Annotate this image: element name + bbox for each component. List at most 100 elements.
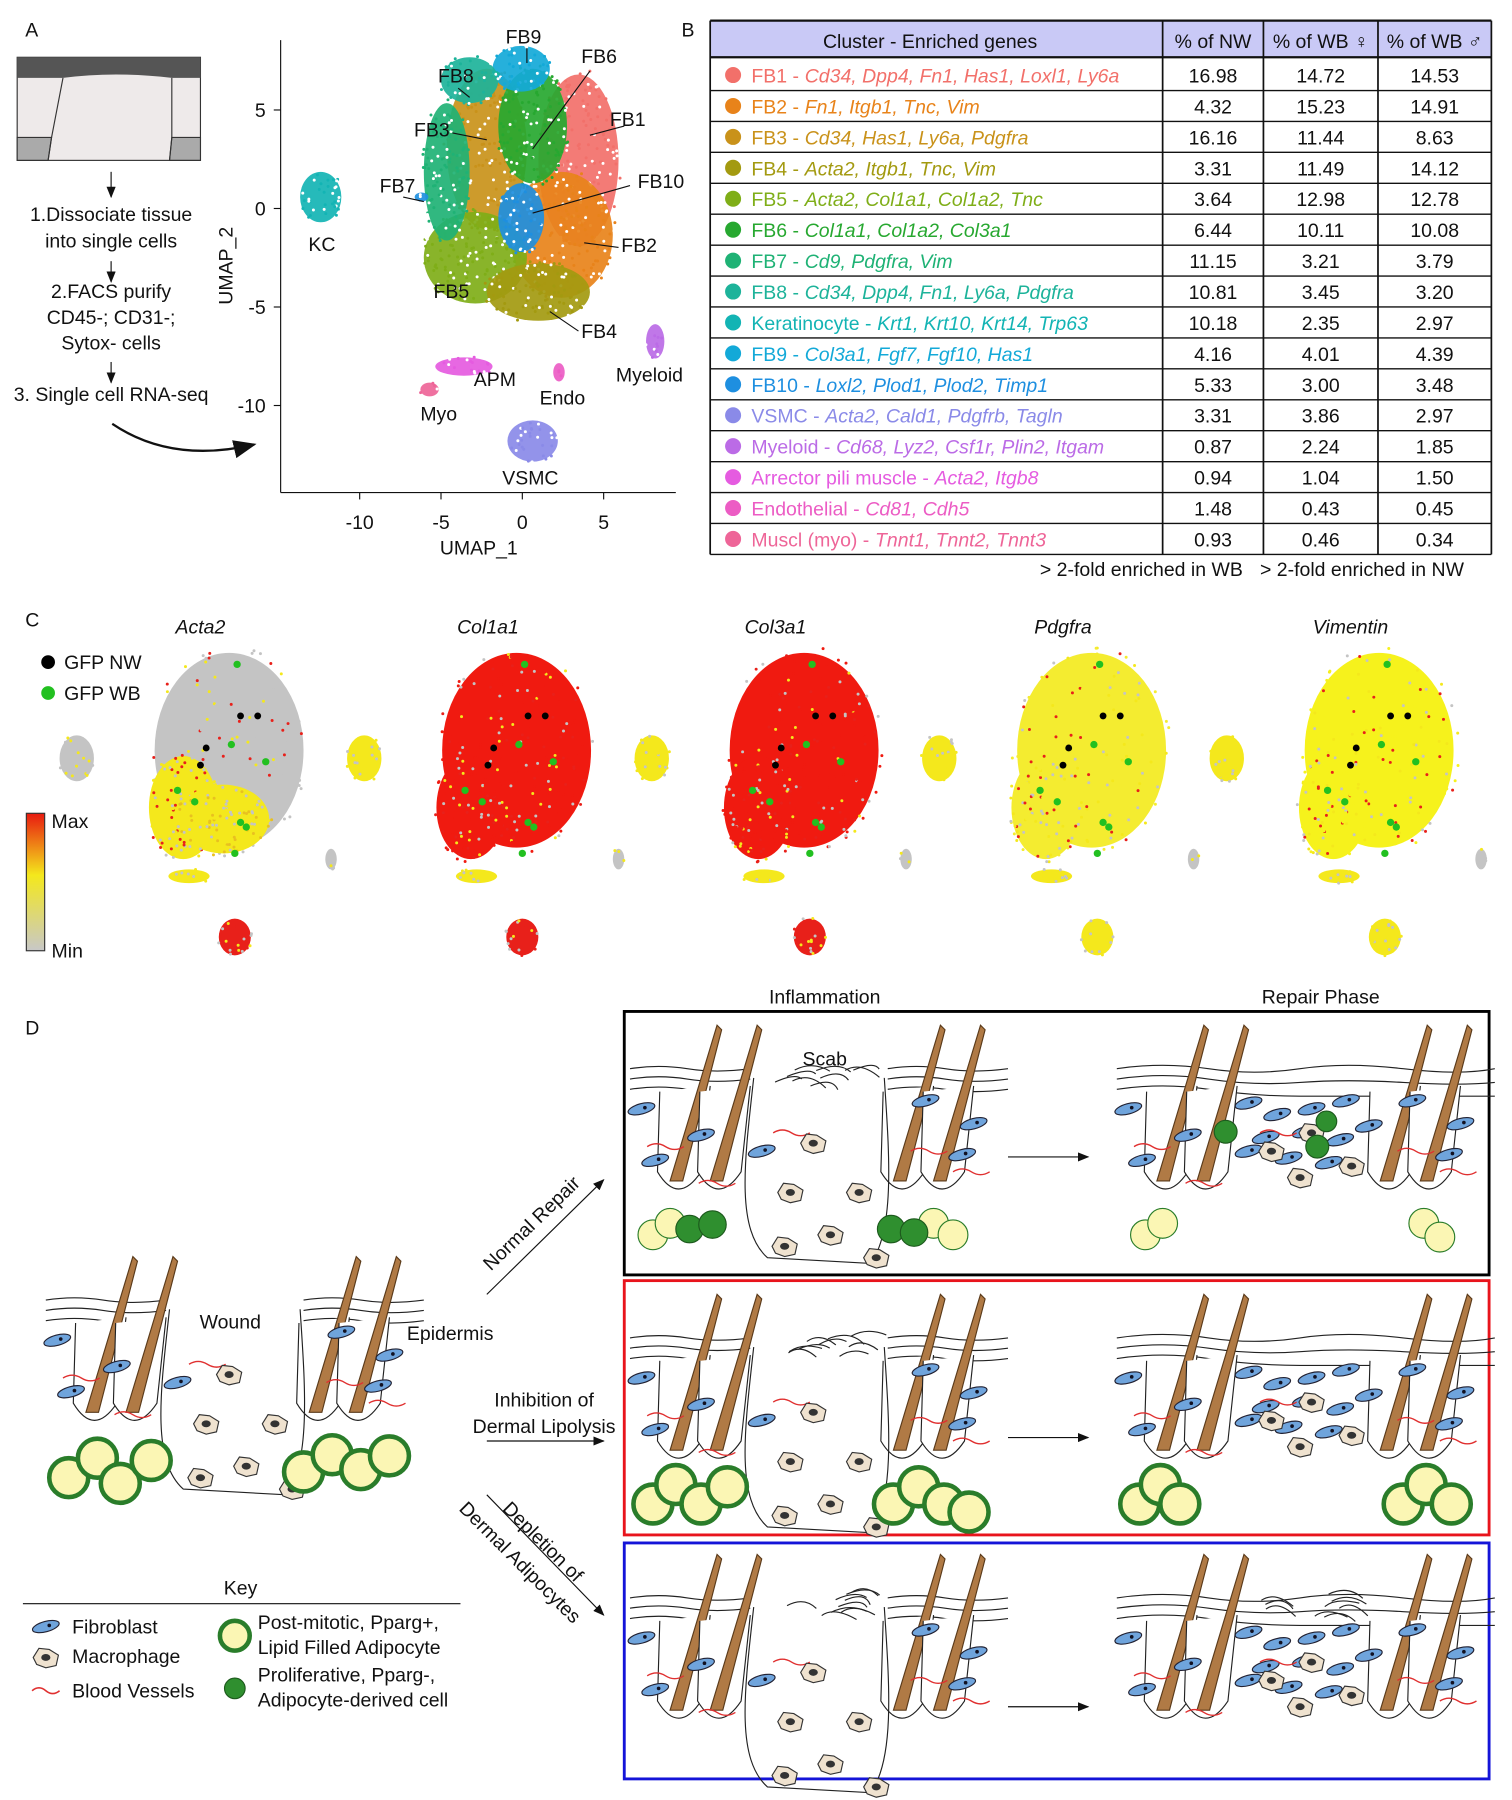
cell-dot	[731, 793, 735, 797]
cell-dot	[564, 782, 568, 786]
cell-dot	[511, 172, 515, 176]
cell-dot	[560, 150, 564, 154]
cell-dot	[1029, 760, 1033, 764]
macrophage-nucleus	[1347, 1162, 1357, 1170]
cell-dot	[266, 824, 270, 828]
cell-dot	[573, 718, 577, 722]
cell-dot	[562, 268, 566, 272]
gfp-wb	[478, 798, 486, 806]
cell-dot	[489, 759, 493, 763]
cell-dot	[254, 763, 258, 767]
cell-dot	[549, 231, 553, 235]
gfp-nw	[1116, 712, 1124, 720]
cell-dot	[594, 88, 598, 92]
cell-dot	[481, 256, 485, 260]
cell-dot	[512, 178, 516, 182]
cell-dot	[434, 813, 438, 817]
cell-dot	[734, 763, 738, 767]
cell-dot	[1015, 839, 1019, 843]
cell-dot	[535, 71, 539, 75]
cell-dot	[1034, 766, 1038, 770]
cell-dot	[534, 814, 538, 818]
cell-dot	[756, 846, 760, 850]
cell-dot	[1111, 935, 1115, 939]
scene-label: Wound	[200, 1312, 261, 1334]
fibroblast-nucleus	[975, 1649, 979, 1654]
cell-dot	[760, 827, 764, 831]
cell-dot	[865, 694, 869, 698]
cell-dot	[843, 714, 847, 718]
cell-dot	[452, 276, 456, 280]
cell-dot	[566, 212, 570, 216]
fibroblast-nucleus	[1347, 1097, 1352, 1102]
cell-dot	[581, 770, 585, 774]
cell-dot	[448, 203, 452, 207]
cell-dot	[463, 859, 467, 863]
gfp-wb	[1381, 849, 1389, 858]
cell-dot	[477, 76, 481, 80]
row-dot	[725, 500, 742, 517]
cell-dot	[651, 761, 655, 765]
cell-dot	[536, 81, 540, 85]
cell-dot	[863, 742, 867, 746]
cell-dot	[773, 812, 777, 816]
cell-dot	[515, 311, 519, 315]
cell-dot	[741, 835, 745, 839]
table-value: 4.16	[1194, 344, 1232, 366]
cell-dot	[478, 788, 482, 792]
cell-dot	[608, 256, 612, 260]
cell-dot	[1055, 832, 1059, 836]
cell-dot	[1105, 921, 1109, 925]
cell-dot	[1078, 742, 1082, 746]
cell-dot	[375, 757, 379, 761]
cell-dot	[214, 703, 218, 707]
fibroblast-nucleus	[1278, 1640, 1283, 1645]
cell-dot	[761, 770, 765, 774]
cell-dot	[1330, 770, 1334, 774]
cell-dot	[515, 200, 519, 204]
fibroblast-nucleus	[1330, 1688, 1334, 1693]
cell-dot	[818, 741, 822, 745]
cell-dot	[208, 821, 212, 825]
cell-dot	[535, 461, 539, 465]
cell-dot	[534, 820, 538, 824]
cell-dot	[500, 76, 504, 80]
cell-dot	[177, 696, 181, 700]
cell-dot	[245, 812, 249, 816]
cell-dot	[1038, 804, 1042, 808]
cell-dot	[756, 820, 760, 824]
cell-dot	[1387, 947, 1391, 951]
cell-dot	[496, 203, 500, 207]
fibroblast	[911, 1094, 940, 1108]
cell-dot	[755, 860, 759, 864]
cell-dot	[1367, 802, 1371, 806]
cell-dot	[552, 284, 556, 288]
cell-dot	[1029, 813, 1033, 817]
cell-dot	[466, 846, 470, 850]
cell-dot	[531, 734, 535, 738]
cell-dot	[515, 225, 519, 229]
cell-dot	[178, 837, 182, 841]
cell-dot	[483, 791, 487, 795]
cell-dot	[510, 53, 514, 57]
cell-dot	[1217, 767, 1221, 771]
cell-dot	[599, 200, 603, 204]
cell-dot	[780, 718, 784, 722]
cell-dot	[1090, 950, 1094, 954]
gene-list: Cd68, Lyz2, Csf1r, Plin2, Itgam	[836, 437, 1104, 459]
cell-dot	[273, 729, 277, 733]
cell-dot	[729, 836, 733, 840]
cell-dot	[282, 817, 286, 821]
cell-dot	[1036, 854, 1040, 858]
cell-dot	[546, 137, 550, 141]
fibroblast-nucleus	[47, 1623, 52, 1628]
fibroblast	[948, 1677, 977, 1691]
cell-dot	[569, 162, 573, 166]
cell-dot	[834, 774, 838, 778]
cell-dot	[242, 937, 246, 941]
cell-dot	[450, 118, 453, 122]
cell-dot	[1080, 815, 1084, 819]
cell-dot	[225, 816, 229, 820]
cell-dot	[480, 143, 484, 146]
fibroblast	[1234, 1365, 1263, 1379]
